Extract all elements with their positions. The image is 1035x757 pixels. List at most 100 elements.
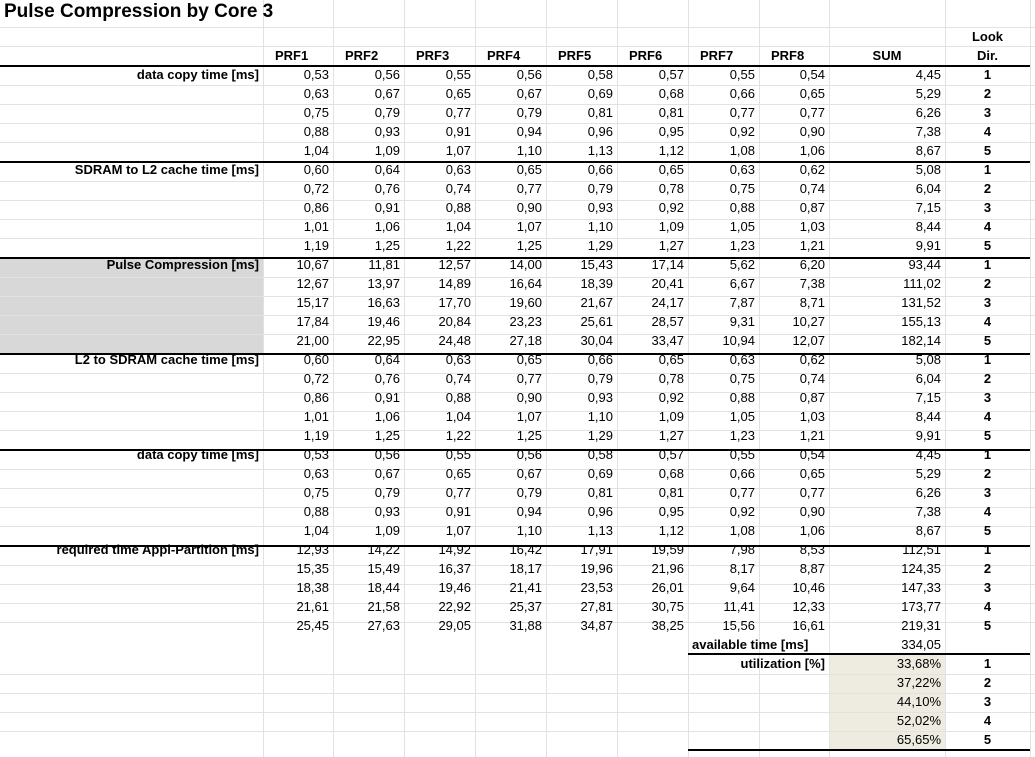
sum-cell: 5,08 — [915, 162, 941, 177]
table-row: 0,75 0,79 0,77 0,79 0,81 0,81 0,77 0,77 6,26 3 — [0, 103, 1030, 122]
total-rule — [688, 653, 1030, 655]
table-cell: 0,58 — [587, 67, 613, 82]
table-cell: 0,66 — [587, 162, 613, 177]
table-cell: 1,03 — [799, 409, 825, 424]
table-cell: 1,09 — [374, 523, 400, 538]
table-row: 0,88 0,93 0,91 0,94 0,96 0,95 0,92 0,90 7,38 4 — [0, 122, 1030, 141]
table-row: SDRAM to L2 cache time [ms] 0,60 0,64 0,63 0… — [0, 160, 1030, 179]
table-cell: 0,93 — [374, 124, 400, 139]
table-cell: 14,92 — [438, 542, 471, 557]
utilization-value: 44,10% — [896, 694, 941, 709]
table-cell: 1,22 — [445, 238, 471, 253]
sum-cell: 9,91 — [915, 238, 941, 253]
look-dir-cell: 4 — [983, 219, 992, 234]
table-cell: 1,25 — [516, 238, 542, 253]
table-cell: 0,68 — [658, 86, 684, 101]
table-cell: 16,61 — [792, 618, 825, 633]
table-cell: 0,66 — [729, 466, 755, 481]
table-row: 1,04 1,09 1,07 1,10 1,13 1,12 1,08 1,06 8,67 5 — [0, 141, 1030, 160]
table-cell: 0,92 — [729, 504, 755, 519]
table-cell: 1,10 — [516, 143, 542, 158]
sum-cell: 6,04 — [915, 181, 941, 196]
table-cell: 23,23 — [509, 314, 542, 329]
look-dir-cell: 5 — [983, 523, 992, 538]
look-dir-cell: 3 — [983, 200, 992, 215]
column-header: PRF2 — [345, 48, 379, 63]
table-cell: 0,65 — [799, 86, 825, 101]
available-time-label: available time [ms] — [692, 637, 809, 652]
table-cell: 0,78 — [658, 181, 684, 196]
table-cell: 6,20 — [799, 257, 825, 272]
look-dir-cell: 3 — [983, 390, 992, 405]
table-cell: 0,88 — [303, 504, 329, 519]
table-cell: 0,65 — [658, 352, 684, 367]
table-cell: 14,00 — [509, 257, 542, 272]
available-time-row: available time [ms] 334,05 — [0, 635, 1030, 654]
table-cell: 1,07 — [516, 219, 542, 234]
table-cell: 0,74 — [445, 181, 471, 196]
table-cell: 0,65 — [516, 162, 542, 177]
table-cell: 1,01 — [303, 409, 329, 424]
table-cell: 12,67 — [296, 276, 329, 291]
table-cell: 18,39 — [580, 276, 613, 291]
look-dir-cell: 3 — [983, 105, 992, 120]
look-dir-cell: 4 — [983, 504, 992, 519]
column-header: PRF6 — [629, 48, 663, 63]
table-cell: 0,69 — [587, 86, 613, 101]
table-cell: 0,86 — [303, 390, 329, 405]
section-label: required time Appl-Partition [ms] — [56, 542, 259, 557]
table-cell: 0,62 — [799, 162, 825, 177]
table-cell: 0,65 — [445, 466, 471, 481]
table-cell: 15,35 — [296, 561, 329, 576]
table-cell: 0,68 — [658, 466, 684, 481]
table-cell: 0,77 — [799, 105, 825, 120]
table-cell: 0,92 — [729, 124, 755, 139]
table-cell: 0,81 — [658, 485, 684, 500]
column-header: PRF5 — [558, 48, 592, 63]
table-cell: 0,88 — [303, 124, 329, 139]
utilization-row: 37,22% 2 — [0, 673, 1030, 692]
table-cell: 1,04 — [303, 143, 329, 158]
table-cell: 6,67 — [729, 276, 755, 291]
table-cell: 16,37 — [438, 561, 471, 576]
table-row: 0,63 0,67 0,65 0,67 0,69 0,68 0,66 0,65 5,29 2 — [0, 84, 1030, 103]
table-cell: 34,87 — [580, 618, 613, 633]
table-cell: 16,42 — [509, 542, 542, 557]
table-row: 15,17 16,63 17,70 19,60 21,67 24,17 7,87 8,71 13… — [0, 293, 1030, 312]
look-dir-header: Look — [971, 29, 1004, 44]
table-cell: 1,23 — [729, 428, 755, 443]
sum-cell: 8,44 — [915, 409, 941, 424]
sum-cell: 4,45 — [915, 67, 941, 82]
utilization-row: 44,10% 3 — [0, 692, 1030, 711]
table-cell: 0,57 — [658, 67, 684, 82]
table-cell: 1,07 — [516, 409, 542, 424]
table-cell: 14,89 — [438, 276, 471, 291]
sum-cell: 6,26 — [915, 105, 941, 120]
table-cell: 1,27 — [658, 238, 684, 253]
table-cell: 1,06 — [799, 523, 825, 538]
table-cell: 0,90 — [799, 504, 825, 519]
table-cell: 1,04 — [303, 523, 329, 538]
table-cell: 20,84 — [438, 314, 471, 329]
table-cell: 0,93 — [587, 390, 613, 405]
table-row: 0,86 0,91 0,88 0,90 0,93 0,92 0,88 0,87 7,15 3 — [0, 388, 1030, 407]
section-rule — [0, 545, 1030, 547]
sum-cell: 5,29 — [915, 466, 941, 481]
look-dir-cell: 1 — [983, 257, 992, 272]
table-cell: 15,56 — [722, 618, 755, 633]
table-cell: 1,06 — [374, 219, 400, 234]
table-cell: 0,92 — [658, 390, 684, 405]
utilization-row: 52,02% 4 — [0, 711, 1030, 730]
table-cell: 0,92 — [658, 200, 684, 215]
table-cell: 21,41 — [509, 580, 542, 595]
table-cell: 0,78 — [658, 371, 684, 386]
table-cell: 0,93 — [374, 504, 400, 519]
sum-cell: 5,29 — [915, 86, 941, 101]
table-cell: 18,44 — [367, 580, 400, 595]
table-cell: 24,48 — [438, 333, 471, 348]
table-cell: 21,67 — [580, 295, 613, 310]
table-cell: 9,31 — [729, 314, 755, 329]
table-cell: 0,74 — [799, 371, 825, 386]
